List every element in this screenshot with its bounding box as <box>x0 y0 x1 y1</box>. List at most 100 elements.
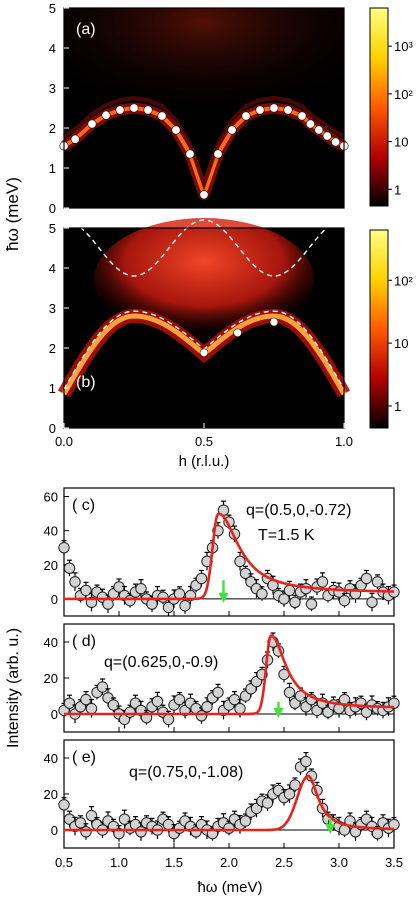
data-point <box>185 149 195 159</box>
panel-label: ( d) <box>72 633 96 650</box>
y-tick-label: 2 <box>49 341 56 356</box>
x-tick-label: 1.0 <box>110 855 128 870</box>
heatmap-panel-a: 0 1 2 3 4 5 (a) 1 10 10² 10³ <box>49 1 414 216</box>
heatmap-b-y-ticks: 0 1 2 3 4 5 <box>49 221 69 436</box>
x-tick-label: 0.5 <box>195 434 213 449</box>
data-point <box>316 576 329 588</box>
data-point <box>74 817 87 829</box>
panel-label: ( c) <box>72 497 95 514</box>
y-tick-label: 20 <box>44 787 58 802</box>
y-tick-label: 3 <box>49 81 56 96</box>
y-tick-label: 60 <box>44 490 58 505</box>
colorbar-tick-label: 10 <box>394 135 408 150</box>
colorbar-a <box>369 7 389 207</box>
y-tick-label: 2 <box>49 121 56 136</box>
data-point <box>331 137 341 147</box>
y-tick-label: 20 <box>44 671 58 686</box>
data-point <box>118 813 131 825</box>
panel-label-a: (a) <box>76 21 96 38</box>
x-tick-label: 0.0 <box>55 434 73 449</box>
data-point <box>283 105 293 115</box>
spectrum-panel-d: 0 20 40 ( d) q=(0.625,0,-0.9) <box>44 623 400 733</box>
y-tick-label: 40 <box>44 635 58 650</box>
y-tick-label: 40 <box>44 524 58 539</box>
data-point <box>283 686 296 699</box>
data-point <box>69 576 81 588</box>
spectra-x-axis-label: ħω (meV) <box>197 879 262 896</box>
data-point <box>322 131 332 141</box>
data-point <box>143 105 153 115</box>
colorbar-a-ticks: 1 10 10² 10³ <box>388 39 413 197</box>
y-tick-label: 40 <box>44 751 58 766</box>
data-point <box>371 827 384 840</box>
data-point <box>171 125 181 135</box>
panel-label-b: (b) <box>76 374 96 391</box>
data-point <box>283 584 296 597</box>
y-tick-label: 1 <box>49 381 56 396</box>
data-point <box>289 779 301 791</box>
data-point <box>338 594 351 607</box>
data-point <box>234 555 246 568</box>
y-tick-label: 0 <box>51 707 58 722</box>
y-tick-label: 4 <box>49 41 56 56</box>
data-point <box>233 328 242 338</box>
y-tick-label: 0 <box>49 421 56 436</box>
data-point <box>239 815 252 827</box>
data-point <box>314 125 324 135</box>
data-point <box>371 576 384 588</box>
data-point <box>300 755 312 768</box>
x-tick-label: 0.5 <box>55 855 73 870</box>
data-point <box>289 596 301 609</box>
data-point <box>213 149 223 159</box>
data-point <box>96 681 109 693</box>
heatmap-panel-b: 0 1 2 3 4 5 0.0 0.5 1.0 (b) h (r.l.u.) 1 10 10² <box>49 218 413 470</box>
heatmap-a-continuum <box>64 8 344 148</box>
y-tick-label: 20 <box>44 558 58 573</box>
heatmap-a-y-ticks: 0 1 2 3 4 5 <box>49 1 69 216</box>
x-tick-label: 3.0 <box>330 855 348 870</box>
data-point <box>101 110 111 120</box>
spectrum-panel-c: 0 20 40 60 ( c) q=(0.5,0,-0.72) T=1.5 K <box>44 487 400 617</box>
data-point <box>297 111 307 121</box>
data-point <box>58 799 70 811</box>
data-point <box>151 695 164 708</box>
x-tick-label: 1.5 <box>165 855 183 870</box>
data-point <box>366 596 378 609</box>
data-point <box>201 701 213 713</box>
dispersion-band-upper <box>62 95 345 191</box>
y-tick-label: 5 <box>49 221 56 236</box>
colorbar-tick-label: 10³ <box>394 39 413 54</box>
data-point <box>294 690 307 702</box>
colorbar-b-ticks: 1 10 10² <box>388 273 413 414</box>
data-point <box>80 584 92 597</box>
data-point <box>360 572 373 585</box>
data-point <box>107 699 120 711</box>
y-tick-label: 1 <box>49 161 56 176</box>
data-point <box>269 317 279 327</box>
data-point <box>234 702 246 715</box>
data-point <box>195 572 208 585</box>
colorbar-tick-label: 1 <box>394 399 401 414</box>
data-point <box>212 686 224 699</box>
spectra-y-axis-label: Intensity (arb. u.) <box>5 628 22 748</box>
colorbar-tick-label: 10 <box>394 336 408 351</box>
colorbar-tick-label: 10² <box>394 273 413 288</box>
heatmap-x-axis-label: h (r.l.u.) <box>179 453 230 470</box>
annotation-q: q=(0.5,0,-0.72) <box>246 502 351 519</box>
annotation-q: q=(0.625,0,-0.9) <box>104 654 218 671</box>
data-point <box>135 582 147 595</box>
x-tick-label: 2.5 <box>275 855 293 870</box>
colorbar-b <box>369 229 389 429</box>
fit-curve <box>64 512 394 601</box>
y-tick-label: 4 <box>49 261 56 276</box>
data-point <box>269 103 279 113</box>
y-tick-label: 5 <box>49 1 56 16</box>
data-point <box>255 105 265 115</box>
data-point <box>256 588 268 600</box>
annotation-q: q=(0.75,0,-1.08) <box>129 764 243 781</box>
data-point <box>179 600 191 612</box>
data-point <box>63 562 76 574</box>
heatmap-b-points <box>199 317 279 358</box>
data-point <box>129 103 139 113</box>
x-tick-label: 3.5 <box>385 855 403 870</box>
